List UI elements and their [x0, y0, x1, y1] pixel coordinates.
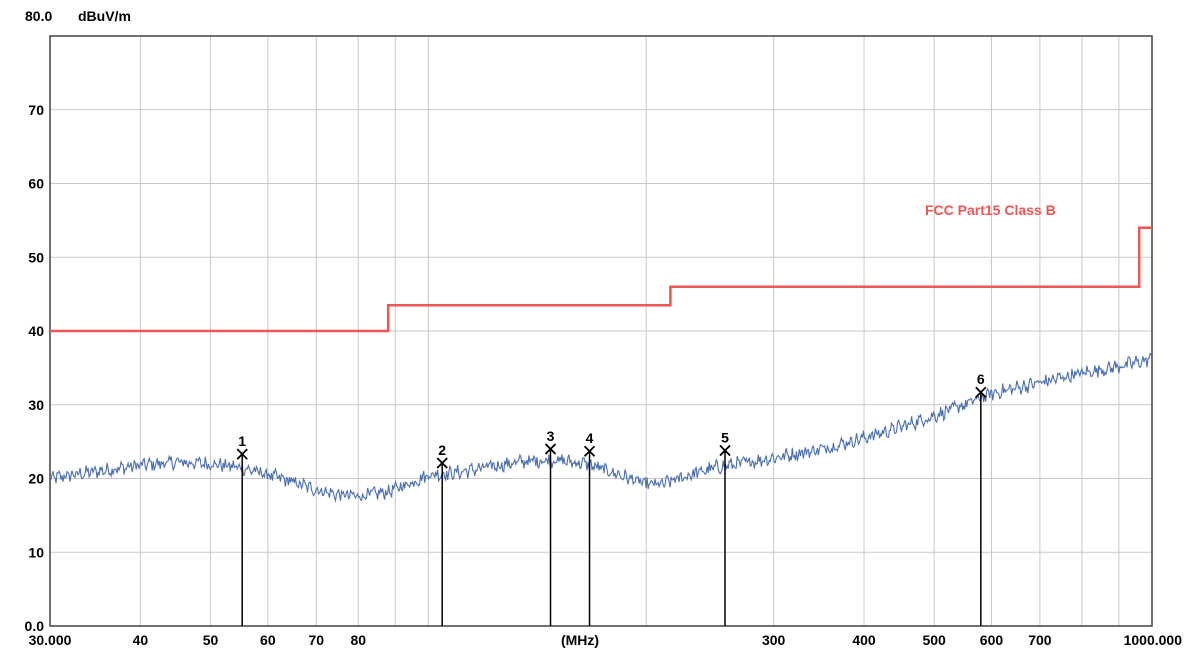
marker-x-stroke	[436, 457, 448, 469]
x-tick-label: 600	[980, 632, 1004, 648]
marker-label: 4	[586, 430, 594, 446]
y-tick-label: 70	[28, 102, 44, 118]
x-tick-label: 60	[260, 632, 276, 648]
marker-4: 4	[583, 430, 596, 626]
marker-x-stroke	[544, 443, 557, 455]
trace-group	[49, 352, 1153, 503]
x-tick-labels: 30.000 40 50 60 70 80 300 400 500 600 700 1000.000	[29, 632, 1183, 648]
x-tick-label: 300	[762, 632, 786, 648]
marker-x-stroke	[236, 448, 248, 460]
y-tick-label: 30	[28, 397, 44, 413]
y-tick-label: 10	[28, 544, 44, 560]
x-tick-label: 30.000	[29, 632, 72, 648]
y-unit-label: dBuV/m	[78, 8, 131, 24]
marker-2: 2	[436, 442, 448, 626]
marker-x-stroke	[975, 386, 987, 398]
x-tick-label: 50	[203, 632, 219, 648]
x-tick-label: 500	[922, 632, 946, 648]
marker-6: 6	[975, 371, 987, 626]
x-tick-label: 80	[350, 632, 366, 648]
x-tick-label: 40	[133, 632, 149, 648]
marker-1: 1	[236, 433, 248, 626]
y-tick-labels: 70 60 50 40 30 20 10 0.0	[25, 102, 45, 634]
y-tick-label: 50	[28, 249, 44, 265]
y-tick-label: 0.0	[25, 618, 45, 634]
limit-line	[50, 226, 1152, 333]
x-unit-label: (MHz)	[561, 632, 599, 648]
marker-label: 6	[977, 371, 985, 387]
marker-group: 1 2 3 4 5 6	[236, 371, 987, 626]
marker-label: 2	[438, 442, 446, 458]
x-tick-label: 700	[1028, 632, 1052, 648]
marker-label: 1	[238, 433, 246, 449]
x-tick-label: 70	[308, 632, 324, 648]
x-tick-label: 400	[852, 632, 876, 648]
limit-line-group	[50, 226, 1152, 333]
marker-label: 3	[547, 428, 555, 444]
marker-5: 5	[719, 429, 731, 626]
measurement-trace	[49, 352, 1153, 503]
marker-x-stroke	[719, 444, 731, 457]
y-tick-label: 60	[28, 176, 44, 192]
y-tick-label: 20	[28, 471, 44, 487]
marker-x-stroke	[583, 445, 596, 457]
x-tick-label: 1000.000	[1124, 632, 1183, 648]
y-top-label: 80.0	[25, 8, 52, 24]
marker-label: 5	[721, 429, 729, 445]
marker-3: 3	[544, 428, 557, 626]
limit-line-label: FCC Part15 Class B	[925, 202, 1056, 218]
y-tick-label: 40	[28, 323, 44, 339]
